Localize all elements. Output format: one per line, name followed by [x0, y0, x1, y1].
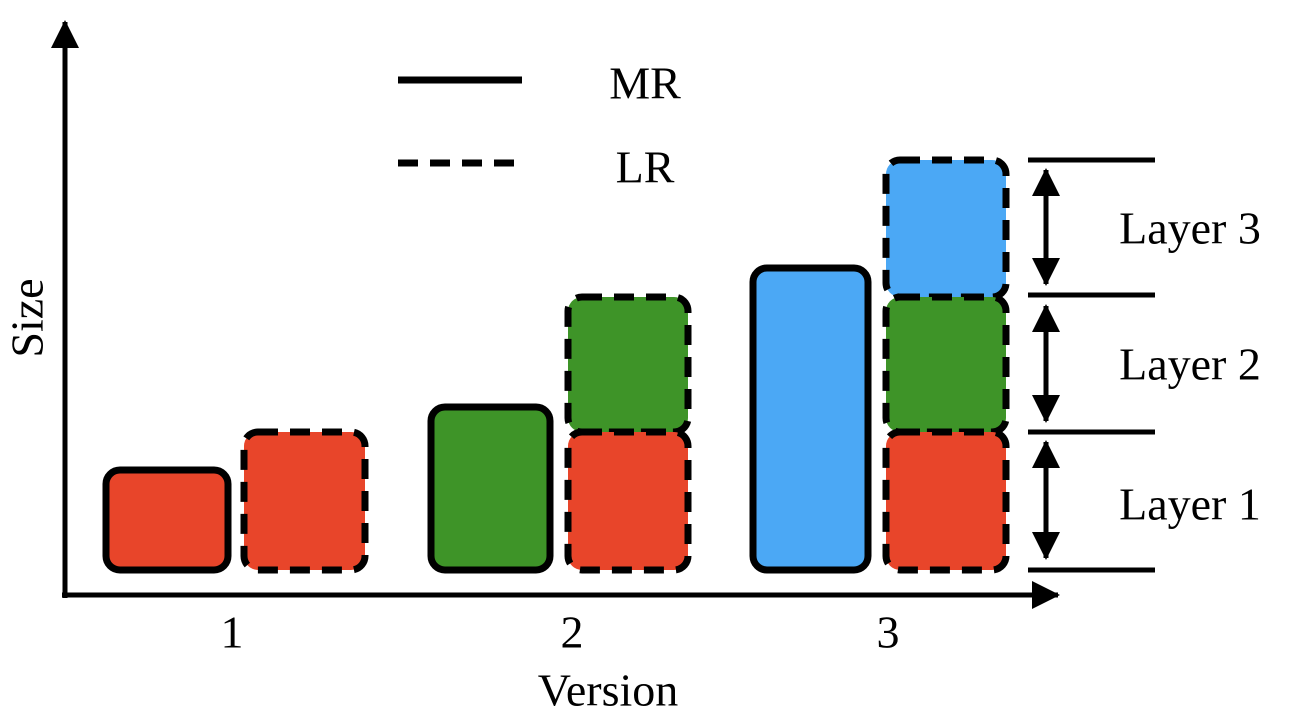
lr-layer-3	[882, 156, 1010, 301]
legend-label: MR	[609, 58, 681, 109]
legend-label: LR	[616, 142, 675, 193]
lr-layer-1	[882, 428, 1010, 574]
version-label: 1	[221, 607, 244, 658]
y-axis-label: Size	[2, 278, 53, 357]
layer-label: Layer 1	[1119, 479, 1261, 530]
mr-bar	[102, 466, 232, 574]
mr-bar	[427, 403, 554, 574]
lr-layer-2	[564, 293, 692, 436]
layer-label: Layer 2	[1119, 339, 1261, 390]
layer-label: Layer 3	[1119, 203, 1261, 254]
version-label: 2	[561, 607, 584, 658]
lr-layer-1	[564, 428, 692, 574]
lr-layer-2	[882, 293, 1010, 436]
mr-bar	[749, 264, 872, 574]
x-axis-label: Version	[538, 665, 679, 716]
lr-layer-1	[240, 428, 369, 574]
version-label: 3	[877, 607, 900, 658]
